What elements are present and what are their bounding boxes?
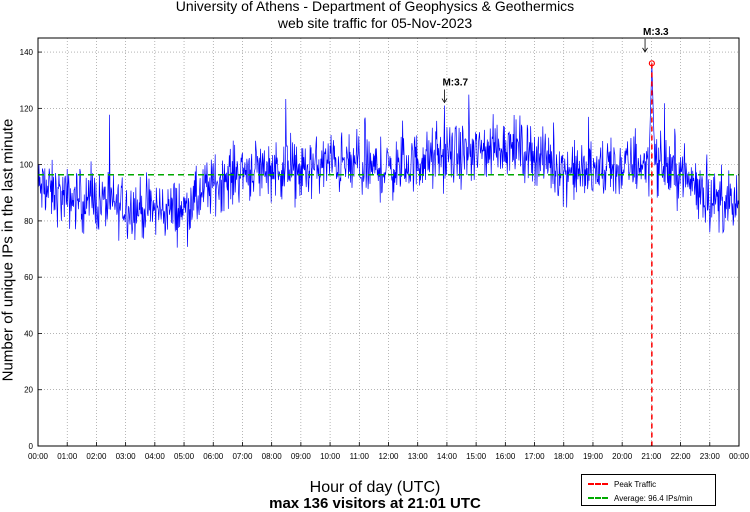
x-tick-label: 09:00 (291, 452, 312, 461)
annotation-arrowhead (642, 47, 648, 53)
x-tick-label: 23:00 (700, 452, 721, 461)
plot-frame (37, 37, 740, 447)
x-tick-label: 02:00 (86, 452, 107, 461)
y-tick-label: 20 (24, 386, 33, 395)
chart-title-line-1: University of Athens - Department of Geo… (175, 0, 575, 14)
annotation-label: M:3.7 (442, 78, 468, 89)
y-tick-label: 0 (29, 442, 34, 451)
traffic-series-line (37, 63, 739, 248)
x-tick-label: 05:00 (174, 452, 195, 461)
x-tick-label: 15:00 (466, 452, 487, 461)
y-tick-label: 40 (24, 329, 33, 338)
x-tick-label: 17:00 (525, 452, 546, 461)
x-tick-label: 19:00 (583, 452, 604, 461)
legend-swatch-peak (588, 483, 608, 485)
x-axis-label: Hour of day (UTC) (309, 479, 441, 496)
x-tick-label: 04:00 (145, 452, 166, 461)
legend-label-peak: Peak Traffic (614, 479, 657, 489)
y-tick-label: 60 (24, 273, 33, 282)
y-tick-label: 120 (20, 104, 34, 113)
x-tick-label: 08:00 (262, 452, 283, 461)
y-tick-label: 100 (20, 161, 34, 170)
legend-item-peak: Peak Traffic (588, 478, 656, 490)
x-tick-label: 16:00 (495, 452, 516, 461)
x-tick-label: 14:00 (437, 452, 458, 461)
annotation-arrowhead (441, 98, 448, 104)
x-tick-label: 11:00 (350, 452, 370, 461)
x-tick-label: 00:00 (729, 452, 750, 461)
x-tick-label: 03:00 (116, 452, 137, 461)
peak-summary: max 136 visitors at 21:01 UTC (269, 495, 481, 512)
peak-marker (648, 60, 655, 67)
annotation-label: M:3.3 (643, 27, 669, 38)
x-tick-label: 10:00 (320, 452, 341, 461)
legend-item-average: Average: 96.4 IPs/min (588, 492, 693, 504)
x-tick-label: 07:00 (232, 452, 253, 461)
x-tick-label: 20:00 (612, 452, 633, 461)
y-tick-label: 80 (24, 217, 33, 226)
x-tick-label: 22:00 (671, 452, 692, 461)
legend: Peak Traffic Average: 96.4 IPs/min (581, 474, 716, 506)
x-tick-label: 18:00 (554, 452, 575, 461)
x-tick-label: 00:00 (28, 452, 49, 461)
x-tick-label: 21:00 (641, 452, 662, 461)
y-tick-label: 140 (20, 48, 34, 57)
x-tick-label: 01:00 (57, 452, 78, 461)
chart-title-line-2: web site traffic for 05-Nov-2023 (277, 15, 473, 31)
legend-swatch-average (588, 497, 608, 499)
x-tick-label: 12:00 (378, 452, 399, 461)
legend-label-average: Average: 96.4 IPs/min (614, 493, 693, 503)
x-tick-label: 06:00 (203, 452, 224, 461)
x-tick-label: 13:00 (408, 452, 429, 461)
